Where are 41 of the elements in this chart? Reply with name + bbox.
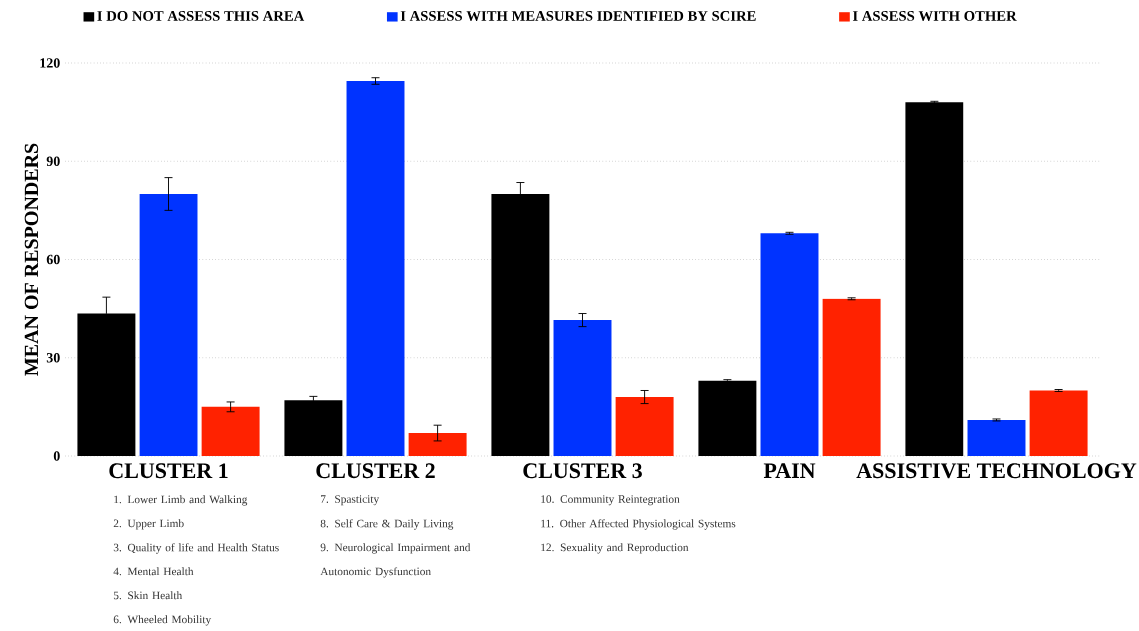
y-tick-label: 30 [46,353,60,363]
bar [491,193,550,456]
y-axis-title: MEAN OF RESPONDERS [24,143,39,376]
text: 8. Self Care & Daily Living [320,519,454,530]
x-tick-label: PAIN [763,463,816,478]
bar [346,81,405,456]
text: 11. Other Affected Physiological Systems [541,519,736,530]
legend-label: I DO NOT ASSESS THIS AREA [97,11,305,21]
bar [698,380,757,456]
x-tick-label: CLUSTER 3 [523,463,642,479]
text: 2. Upper Limb [113,519,184,530]
bar [760,233,819,456]
x-tick-label: CLUSTER 2 [316,463,435,479]
bar [201,406,260,456]
bar [822,298,881,456]
bar [553,320,612,456]
text: 1. Lower Limb and Walking [114,495,248,506]
text: 4. Mental Health [113,567,194,576]
y-tick-label: 120 [40,58,60,68]
x-tick-label: CLUSTER 1 [109,463,228,479]
text: 6. Wheeled Mobility [113,615,212,626]
x-tick-label: ASSISTIVE TECHNOLOGY [856,463,1137,479]
legend-label: I ASSESS WITH OTHER [852,11,1017,21]
y-tick-label: 90 [46,156,60,166]
bar [905,102,964,456]
text: 5. Skin Health [113,591,183,600]
text: 3. Quality of life and Health Status [113,543,279,554]
bar [615,397,674,456]
text: 10. Community Reintegration [541,495,680,506]
text: 9. Neurological Impairment and Autonomic Dysfunction [320,543,471,578]
bar [77,313,136,456]
legend-label: I ASSESS WITH MEASURES IDENTIFIED BY SCIRE [400,11,756,21]
bar [1029,390,1088,456]
y-tick-label: 60 [46,254,60,265]
bar [408,433,467,456]
bar [139,193,198,456]
bar [967,419,1026,456]
text: 7. Spasticity [321,495,380,506]
bar [284,400,343,456]
y-tick-label: 0 [53,451,60,461]
text: 12. Sexuality and Reproduction [541,543,689,554]
